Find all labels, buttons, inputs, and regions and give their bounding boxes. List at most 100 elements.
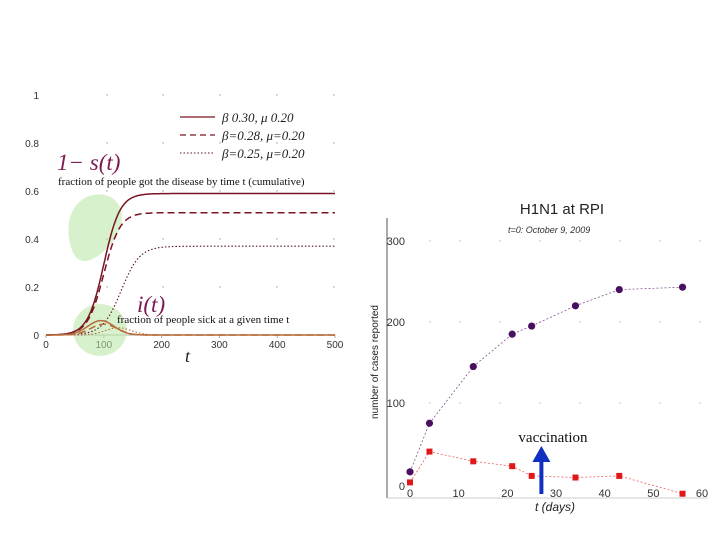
data-point-circle	[469, 362, 477, 371]
grid-dot	[659, 240, 661, 242]
data-point-circle	[425, 419, 434, 427]
left-x-tick-label: 500	[327, 340, 344, 351]
grid-dot	[333, 286, 335, 288]
chart-subtitle: t=0: October 9, 2009	[508, 225, 590, 235]
grid-dot	[333, 190, 335, 192]
right-x-tick-label: 50	[647, 488, 659, 500]
grid-dot	[276, 286, 278, 288]
data-point-square	[509, 463, 516, 470]
legend-label-3: β=0.25, μ=0.20	[221, 146, 305, 161]
grid-dot	[579, 240, 581, 242]
curve-cumulative-dashed	[46, 211, 335, 336]
data-point-square	[470, 458, 477, 465]
grid-dot	[106, 286, 108, 288]
vaccination-arrow-head	[532, 446, 551, 462]
right-x-tick-label: 30	[550, 488, 562, 500]
left-y-tick-label: 0.6	[25, 187, 39, 198]
grid-dot	[276, 142, 278, 144]
left-x-tick-label: 300	[211, 340, 228, 351]
grid-dot	[459, 402, 461, 404]
highlight-blob-cumulative	[68, 194, 122, 261]
grid-dot	[539, 240, 541, 242]
grid-dot	[162, 286, 164, 288]
right-y-tick-label: 100	[387, 398, 405, 410]
left-x-tick-label: 0	[43, 340, 49, 351]
left-y-tick-label: 1	[33, 91, 39, 102]
x-axis-label-right: t (days)	[535, 500, 575, 514]
grid-dot	[499, 402, 501, 404]
data-point-circle	[571, 302, 580, 310]
data-point-square	[528, 472, 535, 479]
grid-dot	[659, 321, 661, 323]
data-point-square	[616, 472, 623, 479]
grid-dot	[106, 94, 108, 96]
grid-dot	[659, 402, 661, 404]
data-point-circle	[528, 322, 536, 330]
grid-dot	[276, 190, 278, 192]
data-point-circle	[615, 286, 623, 294]
grid-dot	[333, 238, 335, 240]
grid-dot	[219, 94, 221, 96]
grid-dot	[219, 238, 221, 240]
legend: β 0.30, μ 0.20 β=0.28, μ=0.20 β=0.25, μ=…	[180, 110, 305, 161]
right-y-tick-label: 200	[387, 317, 405, 329]
grid-dot	[429, 321, 431, 323]
series-line-circle	[409, 286, 683, 473]
infected-symbol: i(t)	[137, 292, 165, 317]
grid-dot	[539, 402, 541, 404]
h1n1-chart: H1N1 at RPI t=0: October 9, 2009 number …	[370, 201, 708, 514]
right-x-tick-label: 10	[453, 488, 465, 500]
grid-dot	[459, 321, 461, 323]
grid-dot	[619, 240, 621, 242]
cumulative-note: fraction of people got the disease by ti…	[58, 176, 305, 188]
data-point-square	[679, 490, 686, 497]
grid-dot	[699, 240, 701, 242]
grid-dot	[219, 190, 221, 192]
right-x-tick-label: 60	[696, 488, 708, 500]
right-y-tick-label: 0	[399, 481, 405, 493]
x-axis-label-left: t	[185, 346, 191, 366]
left-y-tick-label: 0.8	[25, 139, 39, 150]
grid-dot	[219, 142, 221, 144]
grid-dot	[162, 142, 164, 144]
data-point-square	[572, 474, 579, 481]
y-axis-label-right: number of cases reported	[370, 305, 381, 419]
left-x-tick-label: 400	[269, 340, 286, 351]
grid-dot	[429, 402, 431, 404]
curve-cumulative-solid	[46, 192, 335, 336]
right-y-tick-label: 300	[387, 236, 405, 248]
data-point-square	[426, 448, 433, 455]
grid-dot	[579, 402, 581, 404]
grid-dot	[459, 240, 461, 242]
right-x-tick-label: 20	[501, 488, 513, 500]
legend-label-1: β 0.30, μ 0.20	[221, 110, 294, 125]
grid-dot	[699, 321, 701, 323]
grid-dot	[499, 240, 501, 242]
grid-dot	[499, 321, 501, 323]
cumulative-symbol: 1− s(t)	[57, 150, 120, 175]
data-point-circle	[406, 468, 414, 476]
right-x-tick-label: 0	[407, 488, 413, 500]
grid-dot	[333, 94, 335, 96]
right-x-tick-label: 40	[599, 488, 611, 500]
grid-dot	[429, 240, 431, 242]
data-point-square	[407, 479, 413, 486]
highlight-blob-infected	[73, 304, 127, 356]
grid-dot	[699, 402, 701, 404]
grid-dot	[333, 142, 335, 144]
left-y-tick-label: 0.4	[25, 235, 39, 246]
grid-dot	[162, 190, 164, 192]
grid-dot	[276, 94, 278, 96]
grid-dot	[162, 94, 164, 96]
left-y-tick-label: 0.2	[25, 283, 39, 294]
grid-dot	[276, 238, 278, 240]
legend-label-2: β=0.28, μ=0.20	[221, 128, 305, 143]
curve-cumulative-dotted	[46, 245, 335, 336]
grid-dot	[219, 286, 221, 288]
left-y-tick-label: 0	[33, 331, 39, 342]
data-point-circle	[678, 283, 687, 291]
data-point-circle	[508, 330, 516, 338]
grid-dot	[619, 321, 621, 323]
vaccination-label: vaccination	[518, 430, 588, 446]
